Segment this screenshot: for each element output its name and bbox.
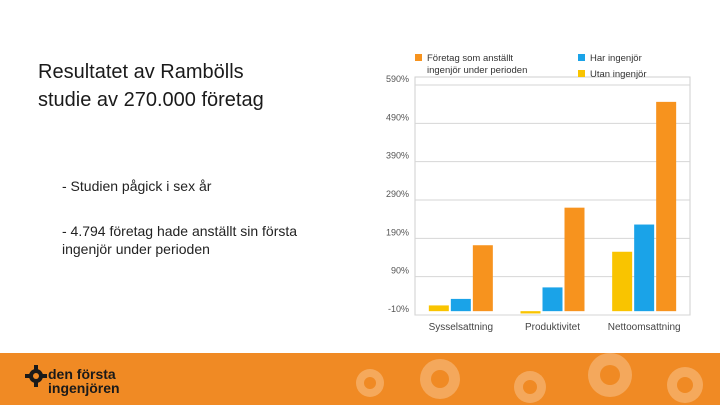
slide-title: Resultatet av Rambölls studie av 270.000… — [38, 58, 338, 114]
y-tick-label: 390% — [386, 151, 409, 161]
bar-chart: -10% 90% 190% 290% 390% 490% 590% Sysselsattnin… — [360, 40, 700, 340]
y-tick-label: 290% — [386, 189, 409, 199]
logo-text-line-2: ingenjören — [48, 380, 120, 396]
legend-swatch — [578, 70, 585, 77]
gears-decoration — [356, 353, 703, 403]
logo-text-line-1: den första — [48, 366, 116, 382]
legend-label-line-2: ingenjör under perioden — [427, 65, 527, 76]
x-tick-label: Produktivitet — [525, 322, 580, 333]
legend-label: Har ingenjör — [590, 53, 642, 64]
bar — [634, 224, 655, 312]
y-tick-label: 190% — [386, 227, 409, 237]
bar — [612, 251, 633, 312]
y-tick-label: 490% — [386, 112, 409, 122]
bar — [656, 101, 677, 312]
legend-label: Utan ingenjör — [590, 69, 647, 80]
slide-title-line-2: studie av 270.000 företag — [38, 89, 264, 111]
bar — [450, 298, 471, 312]
legend-swatch — [415, 54, 422, 61]
bullet-study-duration: - Studien pågick i sex år — [62, 178, 212, 194]
slide-title-line-1: Resultatet av Rambölls — [38, 61, 244, 83]
bar — [542, 287, 563, 312]
logo-gear-icon — [25, 365, 47, 387]
legend-swatch — [578, 54, 585, 61]
legend-label: Företag som anställt — [427, 53, 513, 64]
y-tick-label: -10% — [388, 304, 409, 314]
bullet-first-engineer: - 4.794 företag hade anställt sin första… — [62, 223, 298, 257]
y-tick-label: 590% — [386, 74, 409, 84]
x-tick-label: Nettoomsattning — [608, 322, 681, 333]
bar-chart-svg: -10% 90% 190% 290% 390% 490% 590% Sysselsattnin… — [386, 53, 691, 333]
bar — [472, 245, 493, 312]
bar — [564, 207, 585, 312]
y-tick-label: 90% — [391, 266, 409, 276]
bar — [428, 305, 449, 312]
x-tick-label: Sysselsattning — [429, 322, 493, 333]
bar — [520, 311, 541, 314]
